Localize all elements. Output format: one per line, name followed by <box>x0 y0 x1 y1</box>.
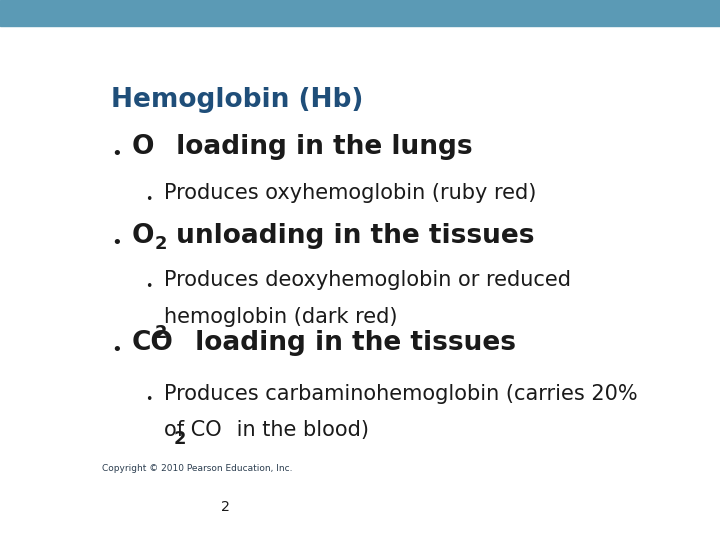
Text: •: • <box>145 393 152 406</box>
Text: Produces oxyhemoglobin (ruby red): Produces oxyhemoglobin (ruby red) <box>163 183 536 203</box>
Text: unloading in the tissues: unloading in the tissues <box>167 223 534 249</box>
Text: in the blood): in the blood) <box>230 420 369 440</box>
Text: hemoglobin (dark red): hemoglobin (dark red) <box>163 307 397 327</box>
Text: loading in the lungs: loading in the lungs <box>167 134 472 160</box>
Text: 2: 2 <box>154 235 167 253</box>
Text: •: • <box>111 234 122 252</box>
Text: CO: CO <box>132 329 174 356</box>
Text: •: • <box>111 341 122 359</box>
Text: Produces carbaminohemoglobin (carries 20%: Produces carbaminohemoglobin (carries 20… <box>163 383 637 403</box>
Text: •: • <box>145 280 152 293</box>
Text: Copyright © 2010 Pearson Education, Inc.: Copyright © 2010 Pearson Education, Inc. <box>102 464 293 473</box>
Text: of CO: of CO <box>163 420 221 440</box>
Text: loading in the tissues: loading in the tissues <box>186 329 516 356</box>
Text: O: O <box>132 223 154 249</box>
Text: Produces deoxyhemoglobin or reduced: Produces deoxyhemoglobin or reduced <box>163 270 571 290</box>
Text: 2: 2 <box>221 500 230 514</box>
Text: Hemoglobin (Hb): Hemoglobin (Hb) <box>111 87 364 113</box>
Text: 2: 2 <box>154 323 167 342</box>
Text: 2: 2 <box>174 430 186 448</box>
Text: •: • <box>111 145 122 163</box>
Text: •: • <box>145 193 152 206</box>
Text: O: O <box>132 134 154 160</box>
